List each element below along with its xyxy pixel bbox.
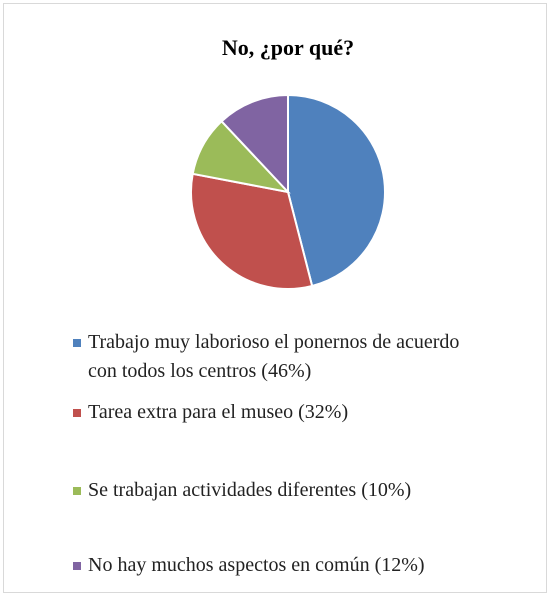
legend-label: Se trabajan actividades diferentes (10%) xyxy=(88,479,412,501)
pie-slice xyxy=(220,93,289,195)
legend-label: Tarea extra para el museo (32%) xyxy=(88,401,349,423)
pie-slice xyxy=(190,172,314,290)
legend-label: Trabajo muy laborioso el ponernos de acu… xyxy=(88,331,460,382)
legend-swatch xyxy=(73,339,81,347)
legend-entry: No hay muchos aspectos en común (12%) xyxy=(73,551,483,580)
legend-swatch xyxy=(73,487,81,495)
legend-label: No hay muchos aspectos en común (12%) xyxy=(88,554,425,576)
pie-slice xyxy=(287,93,387,288)
legend-entry: Trabajo muy laborioso el ponernos de acu… xyxy=(73,328,483,386)
legend-swatch xyxy=(73,562,81,570)
legend-entry: Tarea extra para el museo (32%) xyxy=(73,398,483,427)
pie-area: No, ¿por qué? xyxy=(190,35,387,290)
chart-title: No, ¿por qué? xyxy=(222,35,354,60)
legend-entry: Se trabajan actividades diferentes (10%) xyxy=(73,476,483,505)
legend-swatch xyxy=(73,409,81,417)
